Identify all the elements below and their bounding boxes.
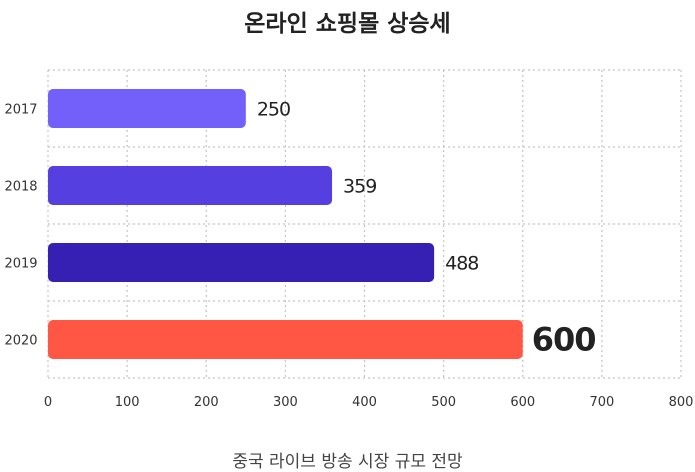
- bar-2018: [48, 166, 333, 205]
- x-tick-label: 800: [669, 395, 694, 410]
- y-tick-label: 2020: [4, 334, 37, 349]
- x-tick-label: 700: [589, 395, 614, 410]
- y-tick-label: 2017: [4, 103, 37, 118]
- x-tick-label: 200: [194, 395, 219, 410]
- x-tick-label: 0: [44, 395, 52, 410]
- x-tick-label: 600: [510, 395, 535, 410]
- bars: [48, 89, 523, 359]
- x-tick-label: 500: [431, 395, 456, 410]
- y-tick-label: 2018: [4, 180, 37, 195]
- x-tick-label: 100: [115, 395, 140, 410]
- bar-2017: [48, 89, 246, 128]
- y-tick-label: 2019: [4, 257, 37, 272]
- bar-2020: [48, 320, 523, 359]
- value-label: 250: [257, 99, 290, 121]
- bar-2019: [48, 243, 435, 282]
- x-tick-label: 300: [273, 395, 298, 410]
- x-tick-label: 400: [352, 395, 377, 410]
- chart-caption: 중국 라이브 방송 시장 규모 전망: [232, 452, 463, 472]
- value-label: 359: [343, 176, 376, 198]
- labels: 0 100 200 300 400 500 600 700 800 2017 250 2018 359 2…: [4, 99, 693, 411]
- value-label: 600: [532, 321, 596, 359]
- value-label: 488: [445, 253, 478, 275]
- chart-title: 온라인 쇼핑몰 상승세: [244, 11, 451, 37]
